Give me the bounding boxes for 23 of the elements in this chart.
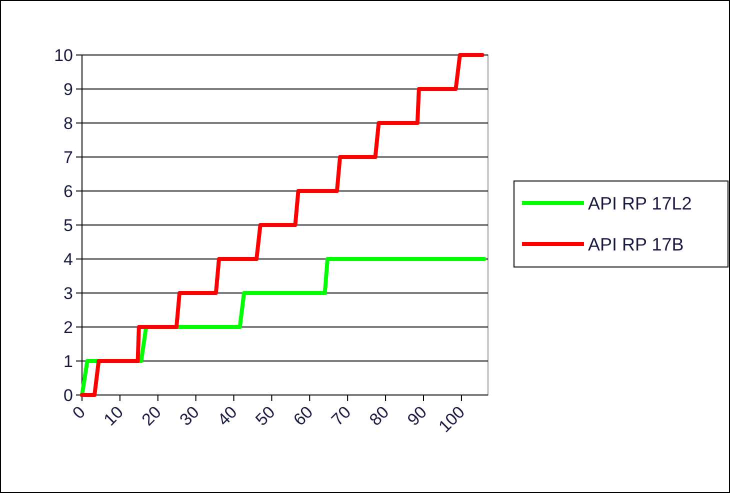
x-tick-label: 90 xyxy=(404,402,431,430)
y-tick-label: 4 xyxy=(64,250,73,269)
x-tick-label: 20 xyxy=(138,402,165,430)
legend-label: API RP 17B xyxy=(588,234,684,254)
x-tick-label: 60 xyxy=(290,402,317,430)
y-tick-label: 1 xyxy=(64,352,73,371)
y-tick-label: 7 xyxy=(64,148,73,167)
x-tick-label: 80 xyxy=(366,402,393,430)
legend-label: API RP 17L2 xyxy=(588,193,692,214)
y-tick-label: 2 xyxy=(64,318,73,337)
x-tick-label: 10 xyxy=(100,402,127,430)
y-tick-label: 10 xyxy=(54,46,73,65)
x-tick-label: 40 xyxy=(214,402,241,430)
y-tick-label: 9 xyxy=(64,80,73,99)
x-tick-label: 30 xyxy=(176,402,203,430)
y-tick-label: 0 xyxy=(64,386,73,405)
y-tick-label: 3 xyxy=(64,284,73,303)
x-tick-label: 100 xyxy=(434,402,468,436)
x-tick-label: 50 xyxy=(252,402,279,430)
y-tick-label: 5 xyxy=(64,216,73,235)
y-tick-label: 6 xyxy=(64,182,73,201)
y-tick-label: 8 xyxy=(64,114,73,133)
x-tick-label: 70 xyxy=(328,402,355,430)
